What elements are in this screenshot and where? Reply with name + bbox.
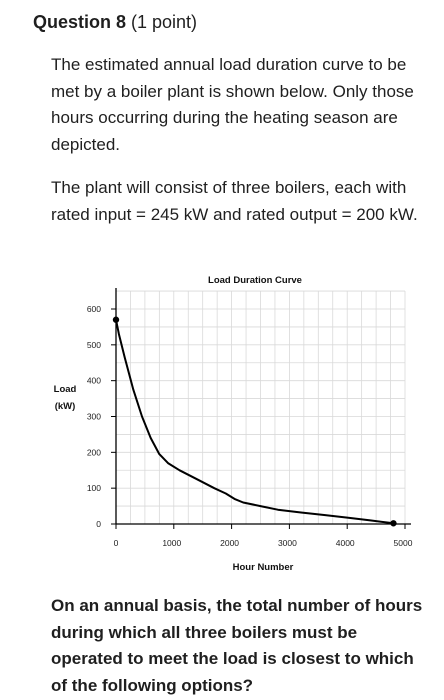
data-point-marker [390,520,397,527]
chart-svg: 0 100 200 300 400 500 600 0 1000 2000 3000 4000 5000… [54,275,413,573]
y-tick-label: 600 [87,304,101,314]
x-tick-label: 0 [114,538,119,548]
question-paragraph-1: The estimated annual load duration curve… [51,55,414,154]
chart-series [112,316,397,527]
x-axis-label: Hour Number [233,562,294,573]
y-axis-label-line-2: (kW) [55,401,76,412]
y-tick-label: 300 [87,412,101,422]
question-header: Question 8 (1 point) [33,12,197,33]
x-tick-label: 3000 [278,538,297,548]
x-tick-label: 1000 [162,538,181,548]
question-title: Question 8 [33,12,127,32]
chart-ticks: 0 100 200 300 400 500 600 0 1000 2000 3000 4000 5000 [87,304,413,548]
y-tick-label: 100 [87,483,101,493]
question-prompt: On an annual basis, the total number of … [51,596,423,695]
y-tick-label: 400 [87,376,101,386]
data-point-marker [112,316,120,323]
load-duration-line [115,319,394,525]
question-paragraph-2: The plant will consist of three boilers,… [51,178,418,224]
chart-grid [116,290,406,524]
load-duration-chart: 0 100 200 300 400 500 600 0 1000 2000 3000 4000 5000… [0,268,444,580]
x-tick-label: 2000 [220,538,239,548]
y-tick-label: 500 [87,340,101,350]
x-tick-label: 4000 [336,538,355,548]
y-tick-label: 0 [96,519,101,529]
y-axis-label-line-1: Load [54,384,77,395]
x-tick-label: 5000 [394,538,413,548]
question-points: (1 point) [126,12,198,32]
y-tick-label: 200 [87,447,101,457]
chart-axes [115,288,411,525]
chart-title: Load Duration Curve [208,275,302,286]
